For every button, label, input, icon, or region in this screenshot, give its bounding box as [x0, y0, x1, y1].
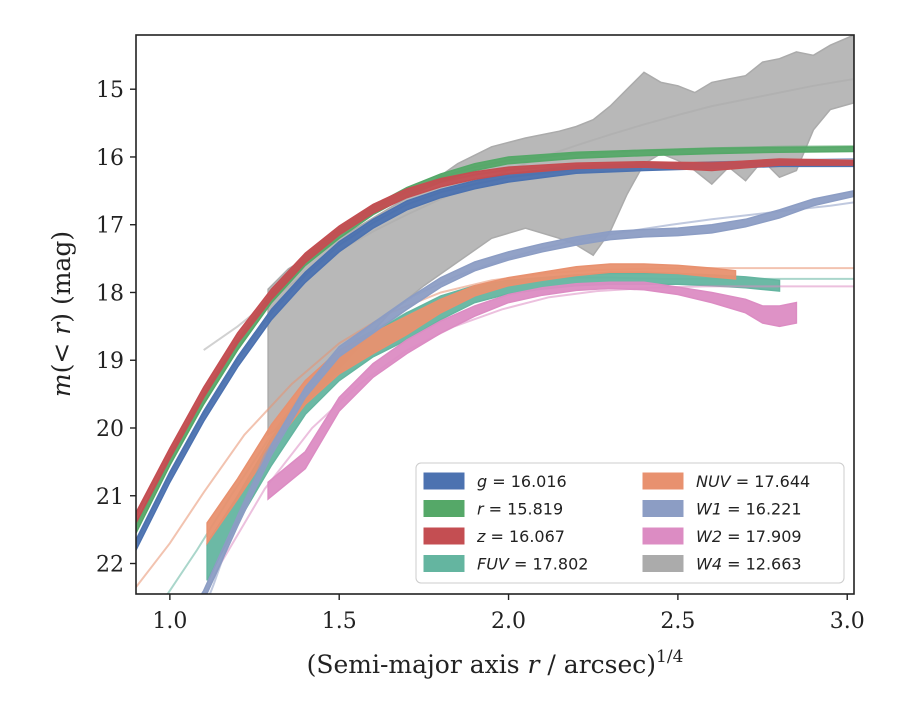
x-tick-label: 3.0	[830, 609, 865, 634]
band-w4	[267, 35, 854, 437]
y-tick-label: 17	[96, 214, 124, 239]
legend-swatch-z	[423, 527, 465, 545]
legend-label-r: r = 15.819	[477, 500, 563, 519]
legend-label-w1: W1 = 16.221	[696, 500, 802, 519]
x-axis-label: (Semi-major axis r / arcsec)1/4	[307, 647, 684, 679]
y-tick-label: 16	[96, 146, 124, 171]
legend-swatch-g	[423, 472, 465, 490]
legend-swatch-w2	[642, 527, 684, 545]
band-w2	[267, 281, 798, 501]
legend-box	[415, 462, 845, 584]
series-layer	[136, 35, 854, 594]
y-tick-label: 18	[96, 281, 124, 306]
legend: g = 16.016 r = 15.819 z = 16.067 FUV = 17.8…	[415, 462, 845, 584]
legend-label-w2: W2 = 17.909	[696, 527, 802, 546]
x-tick-label: 1.0	[152, 609, 187, 634]
x-tick-label: 2.0	[491, 609, 526, 634]
band-z	[136, 158, 854, 524]
band-g	[136, 160, 854, 551]
y-tick-label: 19	[96, 349, 124, 374]
legend-label-nuv: NUV = 17.644	[696, 472, 810, 491]
legend-swatch-w4	[642, 555, 684, 572]
x-axis: 1.0 1.5 2.0 2.5 3.0	[152, 594, 865, 634]
legend-label-g: g = 16.016	[477, 472, 567, 491]
y-tick-label: 21	[96, 485, 124, 510]
legend-label-fuv: FUV = 17.802	[477, 555, 588, 574]
y-tick-label: 15	[96, 78, 124, 103]
plot-frame	[135, 34, 855, 595]
legend-swatch-w1	[642, 500, 684, 517]
legend-swatch-r	[423, 500, 465, 517]
y-tick-label: 22	[96, 553, 124, 578]
legend-label-w4: W4 = 12.663	[696, 555, 802, 574]
legend-swatch-fuv	[423, 555, 465, 572]
y-tick-label: 20	[96, 417, 124, 442]
band-w1	[200, 190, 854, 594]
model-line-w2	[204, 285, 854, 594]
x-tick-label: 2.5	[660, 609, 695, 634]
y-axis-label: m(< r) (mag)	[47, 231, 76, 397]
x-tick-label: 1.5	[322, 609, 357, 634]
y-axis: 15 16 17 18 19 20 21 22	[96, 78, 136, 578]
legend-swatch-nuv	[642, 472, 684, 490]
model-line-nuv	[136, 267, 854, 588]
legend-label-z: z = 16.067	[476, 527, 565, 546]
